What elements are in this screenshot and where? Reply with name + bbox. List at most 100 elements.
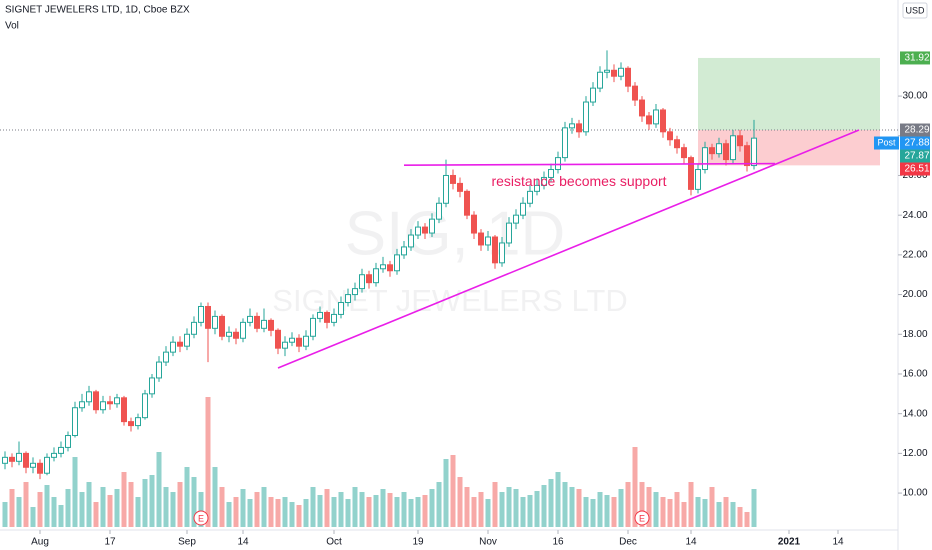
volume-bar xyxy=(464,487,470,527)
volume-bar xyxy=(611,497,617,527)
candle-body xyxy=(569,123,575,129)
volume-bar xyxy=(590,499,596,527)
candle-body xyxy=(471,214,477,234)
candle-body xyxy=(688,157,694,190)
watermark-name: SIGNET JEWELERS LTD xyxy=(272,283,627,318)
candle-body xyxy=(681,147,687,159)
candle-body xyxy=(51,452,57,458)
volume-bar xyxy=(625,482,631,527)
candle-body xyxy=(506,222,512,244)
volume-bar xyxy=(121,472,127,527)
candle-body xyxy=(625,67,631,87)
volume-bar xyxy=(156,452,162,527)
candle-body xyxy=(359,274,365,290)
candle-body xyxy=(436,202,442,220)
candle-body xyxy=(387,264,393,272)
volume-bar xyxy=(86,482,92,527)
x-tick-label: 2021 xyxy=(778,537,801,548)
y-tick-label: 18.00 xyxy=(902,329,927,340)
candle-body xyxy=(86,391,92,403)
candle-body xyxy=(709,147,715,155)
candle-body xyxy=(667,131,673,141)
volume-bar xyxy=(387,493,393,527)
x-tick-label: 14 xyxy=(685,537,697,548)
candle-body xyxy=(590,87,596,103)
candle-body xyxy=(107,401,113,405)
volume-bar xyxy=(212,467,218,527)
candle-body xyxy=(485,236,491,246)
volume-bar xyxy=(191,477,197,527)
y-tick-label: 22.00 xyxy=(902,250,927,261)
volume-bar xyxy=(275,499,281,527)
price-label-box xyxy=(900,136,930,150)
candle-body xyxy=(345,294,351,304)
candle-body xyxy=(373,268,379,284)
volume-bar xyxy=(492,482,498,527)
volume-bar xyxy=(100,487,106,527)
candle-body xyxy=(695,169,701,190)
volume-bar xyxy=(499,492,505,527)
y-tick-label: 10.00 xyxy=(902,488,927,499)
candle-body xyxy=(513,214,519,224)
volume-bar xyxy=(254,492,260,527)
candle-body xyxy=(2,456,8,464)
candle-body xyxy=(660,109,666,133)
volume-bar xyxy=(562,482,568,527)
volume-bar xyxy=(9,489,15,527)
volume-bar xyxy=(667,499,673,527)
price-label: 26.51 xyxy=(904,164,929,175)
price-label-box xyxy=(900,162,930,176)
x-tick-label: 17 xyxy=(104,537,116,548)
volume-bar xyxy=(282,497,288,527)
trend-line xyxy=(277,129,860,369)
volume-bar xyxy=(198,492,204,527)
volume-bar xyxy=(345,499,351,527)
candle-body xyxy=(723,143,729,161)
volume-bar xyxy=(520,497,526,527)
candle-body xyxy=(135,417,141,427)
volume-bar xyxy=(583,497,589,527)
candle-body xyxy=(282,341,288,349)
candle-body xyxy=(275,329,281,349)
candle-body xyxy=(100,401,106,411)
price-label-box xyxy=(900,51,930,65)
price-tag-box xyxy=(874,136,899,150)
candle-body xyxy=(443,174,449,204)
x-tick-label: 19 xyxy=(412,537,424,548)
volume-bar xyxy=(415,497,421,527)
price-label-box xyxy=(900,123,930,137)
y-tick-label: 16.00 xyxy=(902,369,927,380)
volume-bar xyxy=(149,475,155,527)
volume-bar xyxy=(457,477,463,527)
volume-bar xyxy=(289,502,295,527)
y-tick-label: 30.00 xyxy=(902,91,927,102)
volume-bar xyxy=(268,497,274,527)
candle-body xyxy=(338,302,344,315)
volume-bar xyxy=(709,487,715,527)
volume-bar xyxy=(555,472,561,527)
candle-body xyxy=(170,341,176,353)
candle-body xyxy=(9,456,15,462)
price-label: 28.29 xyxy=(904,125,929,136)
price-label: 31.92 xyxy=(904,53,929,64)
candle-body xyxy=(142,393,148,419)
volume-bar xyxy=(576,489,582,527)
candle-body xyxy=(205,305,211,329)
candle-body xyxy=(331,313,337,323)
candle-body xyxy=(114,397,120,405)
volume-bar xyxy=(114,489,120,527)
event-marker xyxy=(193,510,209,526)
candle-body xyxy=(219,315,225,337)
candle-body xyxy=(674,139,680,149)
volume-bar xyxy=(534,491,540,527)
candle-body xyxy=(562,127,568,159)
candle-body xyxy=(44,456,50,474)
candle-body xyxy=(429,218,435,234)
volume-bar xyxy=(261,487,267,527)
volume-bar xyxy=(233,497,239,527)
volume-bar xyxy=(681,502,687,527)
volume-bar xyxy=(716,502,722,527)
volume-bar xyxy=(16,497,22,527)
candle-body xyxy=(177,341,183,347)
candle-body xyxy=(324,311,330,323)
